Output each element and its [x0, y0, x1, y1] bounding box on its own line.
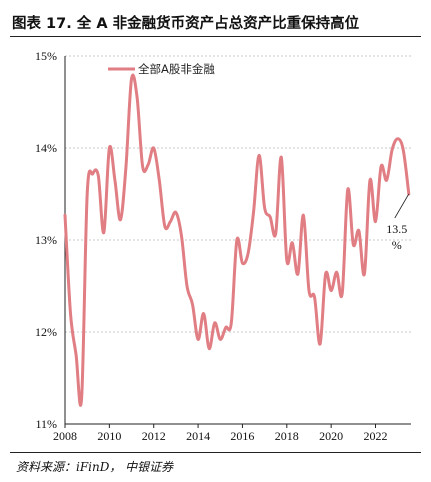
chart-title: 图表 17. 全 A 非金融货币资产占总资产比重保持高位	[12, 16, 360, 32]
y-tick-label-1: 12%	[35, 325, 57, 339]
annotation-unit-0: %	[392, 238, 402, 252]
x-tick-label-4: 2016	[230, 429, 254, 443]
legend-label-0: 全部A股非金融	[138, 62, 215, 76]
annotation-value-0: 13.5	[386, 222, 407, 236]
x-tick-label-6: 2020	[319, 429, 343, 443]
y-tick-label-0: 11%	[35, 417, 57, 431]
x-tick-label-2: 2012	[142, 429, 166, 443]
series-line-0	[63, 73, 411, 407]
x-tick-label-0: 2008	[53, 429, 77, 443]
source-note: 资料来源：iFinD， 中银证券	[16, 460, 174, 474]
y-tick-label-4: 15%	[35, 49, 57, 63]
x-tick-label-5: 2018	[275, 429, 299, 443]
x-tick-label-7: 2022	[364, 429, 388, 443]
title-bar: 图表 17. 全 A 非金融货币资产占总资产比重保持高位	[10, 8, 421, 37]
x-tick-label-1: 2010	[97, 429, 121, 443]
source-bar: 资料来源：iFinD， 中银证券	[10, 452, 421, 481]
chart-area: 11% 12% 13% 14% 15% 2008 2010 2012 2014 2016 2018 2…	[35, 49, 411, 443]
y-tick-label-3: 14%	[35, 141, 57, 155]
y-tick-label-2: 13%	[35, 233, 57, 247]
annotation-leader-0	[394, 193, 410, 219]
x-tick-label-3: 2014	[186, 429, 210, 443]
